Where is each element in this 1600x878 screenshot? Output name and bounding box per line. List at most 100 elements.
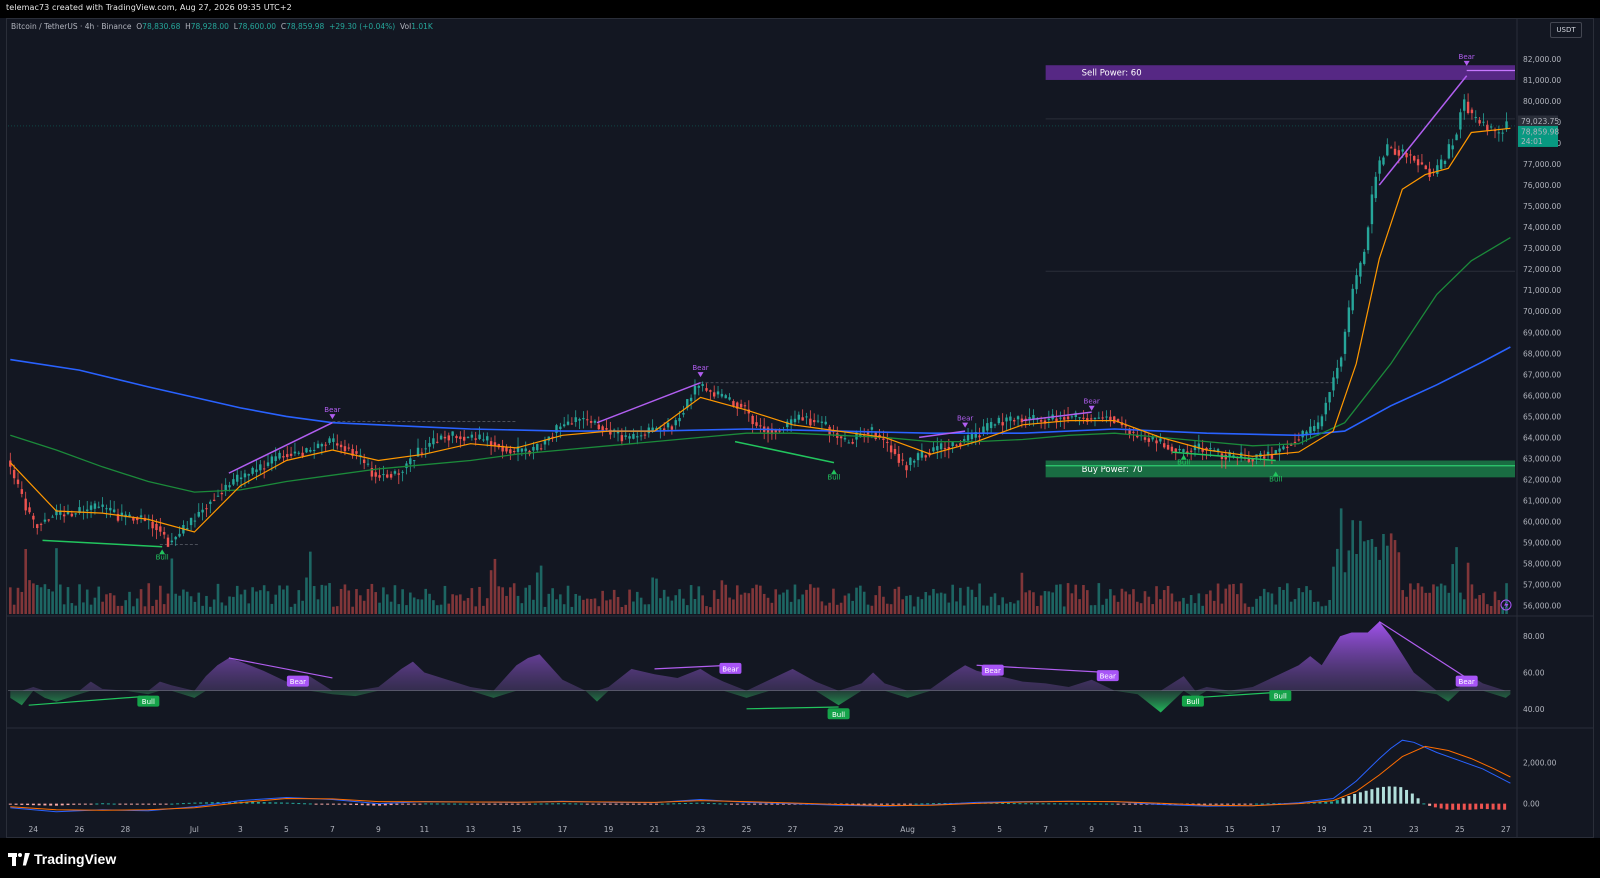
volume-bar xyxy=(851,600,854,614)
volume-bar xyxy=(309,551,312,614)
candle-body xyxy=(1343,331,1347,354)
volume-bar xyxy=(139,589,143,614)
chart-frame xyxy=(6,18,1594,838)
candle-body xyxy=(886,441,889,443)
volume-bar xyxy=(1412,589,1416,614)
volume-bar xyxy=(978,583,981,614)
candle-body xyxy=(609,429,612,435)
candle-body xyxy=(739,403,743,408)
volume-bar xyxy=(905,595,908,614)
candle-body xyxy=(870,427,874,430)
volume-bar xyxy=(1247,606,1251,614)
power-zones: Sell Power: 60 Buy Power: 70 xyxy=(1045,65,1515,478)
candle-body xyxy=(1128,428,1131,434)
macd-histogram-bar xyxy=(1399,787,1403,804)
volume-bar xyxy=(728,597,731,614)
volume-bar xyxy=(639,597,643,614)
volume-bar xyxy=(1236,594,1239,614)
volume-bar xyxy=(282,589,285,614)
macd-histogram-bar xyxy=(326,803,330,805)
macd-histogram-bar xyxy=(279,802,283,804)
macd-histogram-bar xyxy=(360,803,364,806)
volume-bar xyxy=(174,593,177,614)
candle-body xyxy=(1409,154,1412,156)
macd-histogram-bar xyxy=(1381,786,1385,804)
candle-body xyxy=(1070,416,1074,418)
volume-bar xyxy=(205,595,208,614)
bear-signal-label: Bear xyxy=(1084,398,1100,406)
volume-bar xyxy=(332,606,335,614)
volume-bar xyxy=(755,584,758,614)
bull-oscillator-badge xyxy=(1181,695,1204,707)
candle-body xyxy=(916,453,920,461)
macd-histogram-bar xyxy=(776,803,780,805)
candle-body xyxy=(139,515,143,518)
candle-body xyxy=(1313,425,1316,431)
candle-body xyxy=(913,460,916,463)
candle-body xyxy=(1370,194,1374,225)
candle-body xyxy=(270,456,274,464)
volume-bar xyxy=(1359,520,1362,614)
macd-histogram-bar xyxy=(129,803,133,805)
volume-bar xyxy=(555,599,558,614)
macd-histogram-bar xyxy=(787,803,791,805)
open-key: O xyxy=(136,22,143,31)
volume-bar xyxy=(85,589,89,614)
volume-bar xyxy=(774,589,778,614)
price-tick-label: 82,000.00 xyxy=(1523,55,1561,64)
macd-histogram-bar xyxy=(868,803,872,805)
volume-bar xyxy=(1116,601,1120,614)
candle-body xyxy=(774,429,777,433)
bear-signal-marker xyxy=(962,422,969,428)
volume-bar xyxy=(874,595,878,614)
time-tick-label: 11 xyxy=(1133,825,1143,834)
signal-line xyxy=(10,745,1511,811)
candle-body xyxy=(455,436,458,439)
volume-bar xyxy=(559,594,562,614)
macd-histogram-bar xyxy=(1405,789,1409,804)
candle-body xyxy=(20,489,24,494)
volume-bar xyxy=(1478,594,1481,614)
macd-histogram-bar xyxy=(637,803,641,805)
candle-body xyxy=(209,501,212,504)
macd-histogram-bar xyxy=(1237,803,1241,805)
candle-body xyxy=(951,442,954,447)
candle-body xyxy=(1332,377,1335,391)
candle-body xyxy=(597,424,601,430)
volume-bar xyxy=(1428,592,1431,614)
macd-histogram-bar xyxy=(1318,802,1322,804)
candle-body xyxy=(966,435,970,441)
volume-bar xyxy=(247,603,251,614)
volume-bar xyxy=(228,596,231,614)
macd-histogram-bar xyxy=(931,803,935,805)
macd-histogram-bar xyxy=(43,803,47,806)
close-key: C xyxy=(280,22,287,31)
volume-bar xyxy=(1259,596,1262,614)
candle-body xyxy=(316,443,320,449)
volume-bar xyxy=(124,600,127,614)
symbol-label[interactable]: Bitcoin / TetherUS · 4h · Binance xyxy=(11,22,132,31)
volume-bar xyxy=(412,597,416,614)
volume-bar xyxy=(128,591,131,614)
candle-body xyxy=(112,509,116,513)
volume-bar xyxy=(1062,606,1066,614)
macd-histogram-bar xyxy=(1110,803,1114,805)
macd-histogram-bar xyxy=(654,803,658,805)
candle-body xyxy=(1474,116,1477,118)
macd-histogram-bar xyxy=(383,803,387,806)
candle-body xyxy=(362,459,366,464)
macd-histogram-bar xyxy=(118,803,122,805)
macd-histogram-bar xyxy=(1474,803,1478,810)
volume-bar xyxy=(362,600,366,614)
macd-histogram-bar xyxy=(1047,803,1051,805)
volume-bar xyxy=(97,586,101,614)
candle-body xyxy=(212,499,216,501)
volume-bar xyxy=(878,585,881,614)
volume-bar xyxy=(405,605,408,614)
volume-bar xyxy=(409,592,412,614)
currency-button[interactable]: USDT xyxy=(1550,22,1582,38)
volume-bar xyxy=(474,606,478,614)
volume-bar xyxy=(678,589,681,614)
candle-body xyxy=(312,449,316,451)
